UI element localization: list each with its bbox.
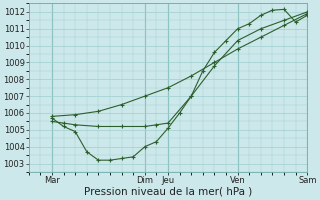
X-axis label: Pression niveau de la mer( hPa ): Pression niveau de la mer( hPa ) (84, 187, 252, 197)
